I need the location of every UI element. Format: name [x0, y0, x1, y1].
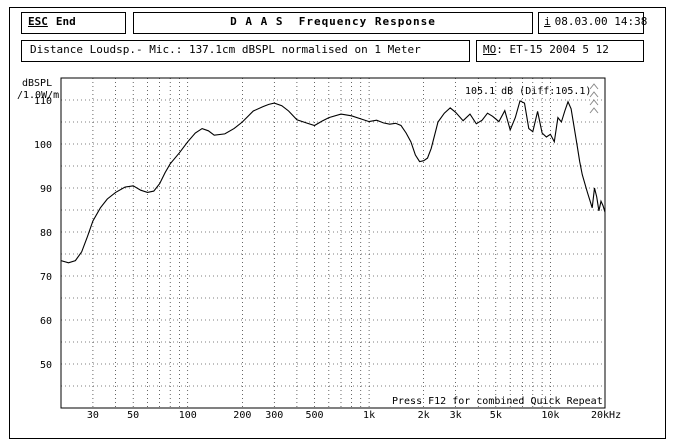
measurement-info: Distance Loudsp.- Mic.: 137.1cm dBSPL no… — [21, 40, 470, 62]
y-axis-label-line2: /1.0W/m — [17, 90, 59, 101]
diff-annotation: 105.1 dB (Diff:105.1) — [465, 86, 591, 97]
x-tick-label: 200 — [233, 410, 251, 421]
scroll-chevron-icon — [589, 107, 599, 114]
y-tick-label: 110 — [34, 96, 52, 107]
x-tick-label: 50 — [127, 410, 139, 421]
y-tick-label: 100 — [34, 140, 52, 151]
x-tick-label: 10k — [541, 410, 559, 421]
tick-labels: 50 60 70 80 90 100 110 30 50 100 200 300 500 1k 2k 3k 5k… — [34, 96, 621, 421]
scroll-chevron-icon — [589, 91, 599, 98]
y-axis-label-line1: dBSPL — [22, 78, 52, 89]
page-title: D A A S Frequency Response — [133, 12, 533, 34]
x-tick-label: 100 — [179, 410, 197, 421]
x-tick-label: 3k — [450, 410, 462, 421]
footer-note: Press F12 for combined Quick Repeat — [392, 396, 603, 407]
plot-area — [60, 77, 606, 409]
y-tick-label: 60 — [40, 316, 52, 327]
x-tick-label: 300 — [265, 410, 283, 421]
datetime-text: 08.03.00 14:38 — [554, 15, 648, 28]
x-tick-label: 500 — [305, 410, 323, 421]
x-tick-label: 5k — [490, 410, 502, 421]
grid — [61, 78, 605, 408]
title-text: D A A S Frequency Response — [230, 15, 436, 28]
x-tick-label: 1k — [363, 410, 375, 421]
info-icon[interactable]: i — [544, 15, 551, 28]
y-tick-label: 80 — [40, 228, 52, 239]
response-curve — [60, 100, 606, 264]
y-tick-label: 70 — [40, 272, 52, 283]
mo-prefix: MO — [483, 43, 497, 56]
esc-key-label: ESC — [28, 15, 48, 28]
esc-end-button[interactable]: ESC End — [21, 12, 126, 34]
datetime-box[interactable]: i 08.03.00 14:38 — [538, 12, 647, 34]
scroll-chevron-icon — [589, 99, 599, 106]
x-tick-label: 20kHz — [591, 410, 621, 421]
model-box[interactable]: MO: ET-15 2004 5 12 — [476, 40, 644, 62]
mo-value: : ET-15 2004 5 12 — [496, 43, 609, 56]
scroll-chevron-icon — [589, 83, 599, 90]
description-text: Distance Loudsp.- Mic.: 137.1cm dBSPL no… — [30, 43, 421, 56]
y-tick-label: 50 — [40, 360, 52, 371]
x-tick-label: 30 — [87, 410, 99, 421]
y-tick-label: 90 — [40, 184, 52, 195]
end-label: End — [55, 15, 76, 28]
window-frame — [9, 7, 666, 439]
scroll-indicator[interactable] — [589, 83, 599, 114]
x-tick-label: 2k — [418, 410, 430, 421]
